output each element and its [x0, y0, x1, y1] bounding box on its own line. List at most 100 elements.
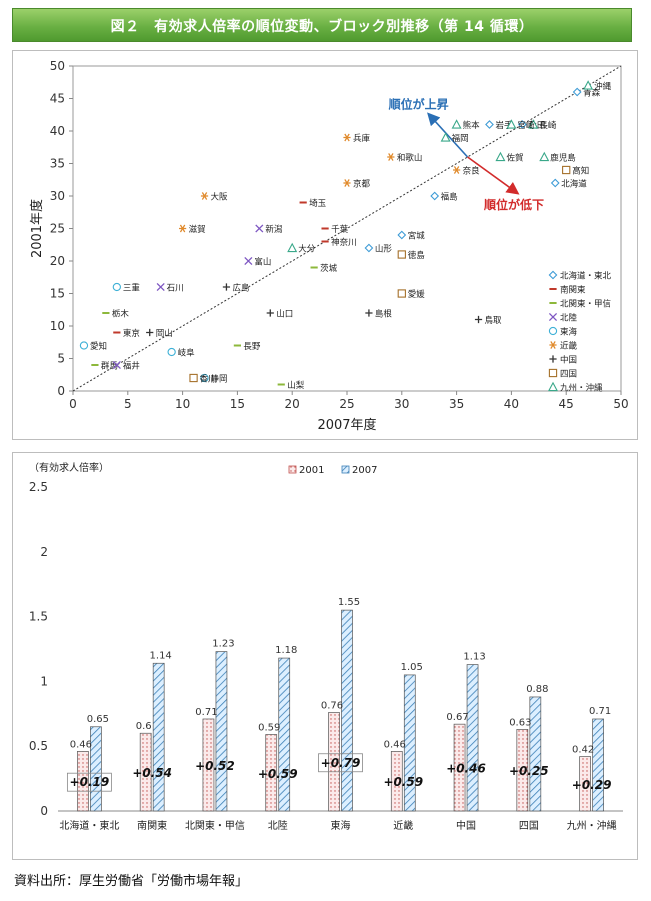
scatter-point: 秋田	[517, 120, 545, 131]
y-tick-label: 20	[50, 254, 65, 268]
difference-label: +0.29	[572, 778, 612, 792]
point-label: 長野	[243, 342, 261, 352]
x-tick-label: 15	[230, 397, 245, 411]
legend-label: 東海	[560, 327, 578, 338]
point-label: 徳島	[408, 250, 426, 261]
bar-2001	[516, 729, 529, 812]
scatter-point: 岐阜	[167, 348, 196, 359]
scatter-point: 高知	[562, 166, 589, 177]
marker-shape	[397, 230, 407, 240]
legend-label: 九州・沖縄	[560, 383, 603, 394]
data-label-2001: 0.67	[446, 712, 468, 723]
x-tick-label: 45	[559, 397, 574, 411]
difference-label: +0.79	[321, 756, 361, 770]
category-label: 北海道・東北	[59, 819, 119, 832]
point-label: 宮崎	[517, 120, 535, 131]
data-label-2001: 0.63	[509, 717, 531, 728]
scatter-point: 青森	[572, 88, 601, 99]
point-label: 鳥取	[485, 315, 503, 326]
marker-shape	[485, 120, 494, 129]
y-tick-label: 10	[50, 319, 65, 333]
data-label-2001: 0.71	[195, 707, 217, 718]
marker-shape	[495, 151, 506, 162]
point-label: 福岡	[452, 133, 469, 144]
scatter-point: 和歌山	[387, 153, 422, 164]
bar-2007	[592, 718, 604, 812]
data-label-2001: 0.59	[258, 723, 280, 734]
point-label: 沖縄	[594, 81, 612, 92]
category-label: 九州・沖縄	[567, 819, 617, 832]
difference-box	[318, 753, 363, 773]
y-tick-label: 35	[50, 157, 65, 171]
bar-chart: （有効求人倍率） 0 0.5 1 1.5 2 2.5 2001 2007 0.46 0.65 +0.1…	[29, 461, 623, 832]
point-label: 大分	[298, 244, 316, 255]
point-label: 長崎	[539, 120, 557, 131]
difference-label: +0.59	[383, 775, 423, 789]
bar-2007	[403, 674, 416, 812]
legend-swatch	[341, 465, 350, 474]
y-tick-label: 0	[40, 804, 48, 818]
marker-shape	[517, 120, 527, 129]
point-label: 山梨	[287, 380, 305, 391]
scatter-point: 三重	[112, 282, 140, 294]
bar-2007	[152, 662, 165, 812]
point-label: 静岡	[211, 374, 228, 385]
point-label: 福井	[123, 361, 140, 372]
legend-item: 2001	[288, 465, 324, 476]
legend-label: 四国	[560, 370, 577, 380]
marker-shape	[112, 282, 121, 292]
bar-2007	[466, 664, 479, 812]
difference-box	[66, 772, 112, 792]
data-label-2007: 1.13	[463, 652, 485, 663]
bar-2001	[77, 751, 89, 812]
point-label: 熊本	[463, 120, 481, 131]
scatter-point: 山口	[266, 309, 293, 320]
y-tick-label: 2.5	[29, 480, 48, 494]
marker-shape	[548, 326, 558, 336]
y-tick-label: 2	[40, 545, 48, 559]
y-tick-label: 5	[57, 352, 65, 366]
scatter-point: 北海道	[550, 178, 587, 190]
category-label: 南関東	[137, 819, 167, 832]
point-label: 宮城	[408, 231, 426, 242]
scatter-point: 鳥取	[474, 315, 503, 326]
y-tick-label: 15	[50, 287, 65, 301]
scatter-point: 香川	[189, 373, 217, 385]
legend-label: 北陸	[560, 313, 578, 324]
scatter-point: 愛媛	[397, 289, 426, 300]
point-label: 岐阜	[178, 348, 196, 359]
marker-shape	[539, 151, 550, 162]
legend-item: 北海道・東北	[548, 271, 612, 282]
marker-shape	[451, 119, 462, 129]
point-label: 青森	[583, 88, 601, 99]
scatter-chart: 0 5 10 15 20 25 30 35 40 45 50 0 5 10 15 20 25 30 35 40 45 50…	[29, 59, 629, 433]
difference-label: +0.19	[70, 775, 110, 789]
figure-title: 図２ 有効求人倍率の順位変動、ブロック別推移（第 14 循環）	[110, 19, 534, 35]
x-tick-label: 35	[449, 397, 464, 411]
bar-2001	[139, 732, 152, 812]
marker-shape	[189, 373, 198, 383]
point-label: 愛媛	[408, 289, 426, 300]
x-tick-label: 25	[339, 397, 354, 411]
point-label: 愛知	[90, 341, 107, 352]
marker-shape	[440, 132, 451, 142]
difference-label: +0.25	[509, 764, 549, 778]
data-label-2001: 0.76	[321, 701, 343, 712]
marker-shape	[474, 315, 483, 324]
marker-shape	[550, 178, 560, 188]
data-label-2001: 0.46	[384, 739, 406, 750]
marker-shape	[222, 283, 231, 291]
x-tick-label: 20	[285, 397, 300, 411]
category-label: 中国	[456, 819, 476, 832]
marker-shape	[549, 341, 557, 349]
scatter-point: 奈良	[453, 166, 480, 177]
scatter-point: 沖縄	[583, 80, 612, 92]
marker-shape	[397, 250, 406, 259]
point-label: 和歌山	[397, 153, 423, 164]
scatter-point: 岡山	[146, 328, 173, 339]
bar-2007	[215, 651, 228, 812]
marker-shape	[549, 355, 557, 363]
legend-label: 南関東	[560, 285, 586, 296]
y-tick-label: 30	[50, 189, 65, 203]
